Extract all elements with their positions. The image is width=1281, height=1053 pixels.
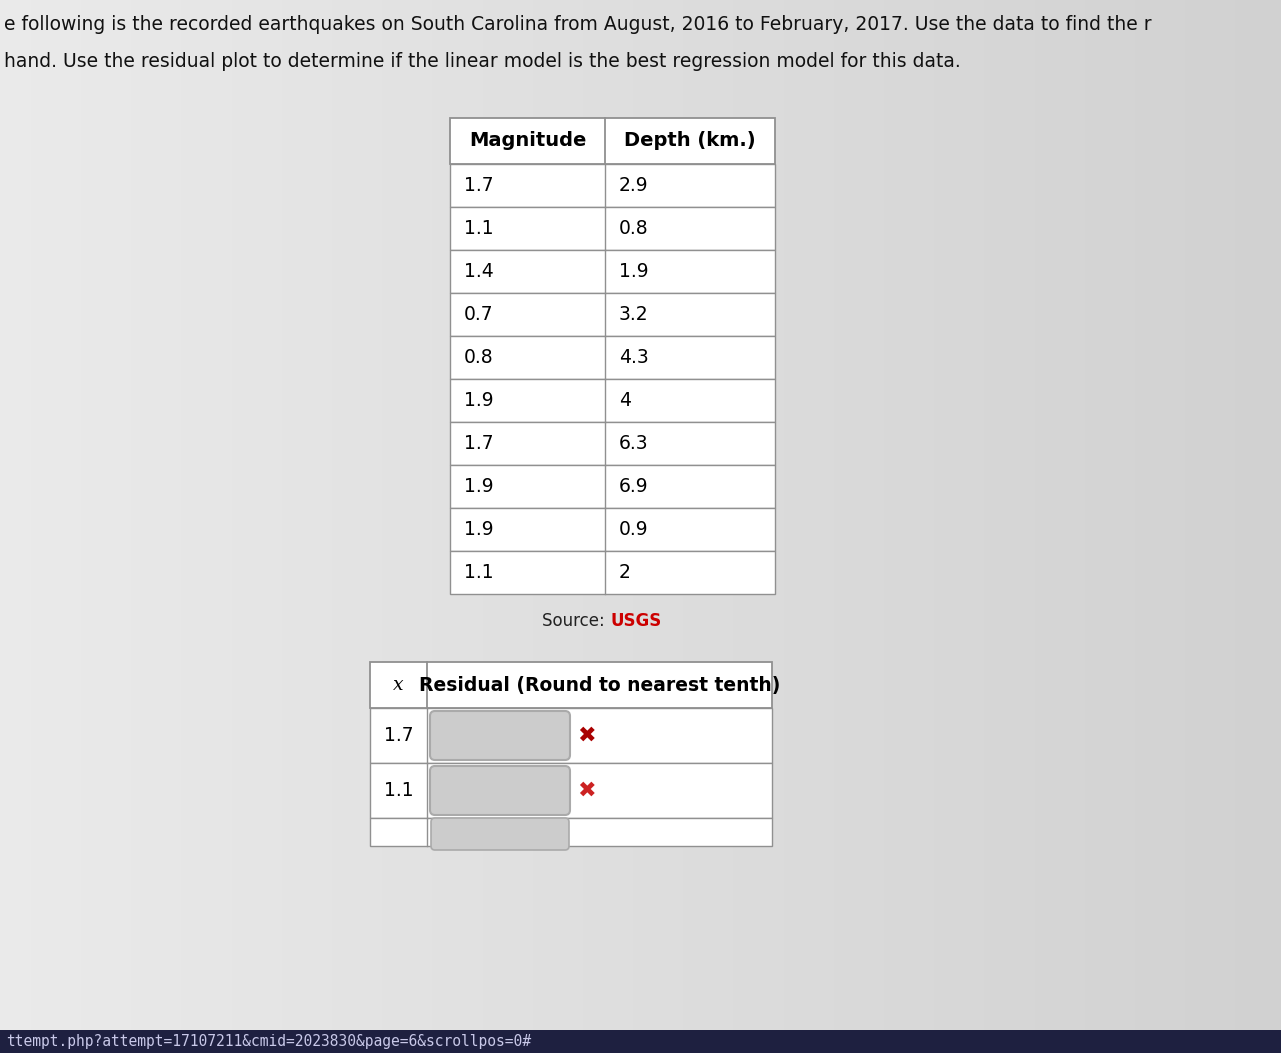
Text: 1.9: 1.9 [464,520,493,539]
Text: Magnitude: Magnitude [469,132,587,151]
Text: e following is the recorded earthquakes on South Carolina from August, 2016 to F: e following is the recorded earthquakes … [4,15,1152,34]
Text: 2.9: 2.9 [619,176,648,195]
Bar [370,662,772,708]
Bar [450,293,775,336]
Bar [370,818,772,846]
Text: 2: 2 [619,563,630,582]
Text: hand. Use the residual plot to determine if the linear model is the best regress: hand. Use the residual plot to determine… [4,52,961,71]
FancyBboxPatch shape [430,818,569,850]
Text: Residual (Round to nearest tenth): Residual (Round to nearest tenth) [419,676,780,695]
FancyBboxPatch shape [430,766,570,815]
Text: 1.1: 1.1 [384,781,414,800]
Text: ✖: ✖ [576,726,596,746]
Text: 0.8: 0.8 [464,347,493,367]
Bar [450,508,775,551]
Text: ✖: ✖ [576,780,596,800]
Bar [450,379,775,422]
Bar [450,551,775,594]
Text: 1.7: 1.7 [464,176,493,195]
Text: 4.3: 4.3 [619,347,648,367]
Text: Depth (km.): Depth (km.) [624,132,756,151]
Text: x: x [393,676,404,694]
Text: 1.4: 1.4 [464,262,493,281]
Text: 1.7: 1.7 [384,726,414,746]
Text: 4: 4 [619,391,632,410]
Text: 1.9: 1.9 [619,262,648,281]
Bar [450,422,775,465]
Text: 0.8: 0.8 [619,219,648,238]
FancyBboxPatch shape [430,711,570,760]
Text: 0.9: 0.9 [619,520,648,539]
Text: 1.9: 1.9 [464,477,493,496]
Bar [0,1030,1281,1053]
Bar [370,763,772,818]
Bar [450,336,775,379]
Text: 6.3: 6.3 [619,434,648,453]
Bar [450,465,775,508]
Text: ttempt.php?attempt=17107211&cmid=2023830&page=6&scrollpos=0#: ttempt.php?attempt=17107211&cmid=2023830… [6,1034,532,1049]
Text: 3.2: 3.2 [619,305,648,324]
Text: 6.9: 6.9 [619,477,648,496]
Bar [450,164,775,207]
Bar [370,708,772,763]
Text: 0.7: 0.7 [464,305,493,324]
Text: Source:: Source: [542,612,611,630]
Bar [450,207,775,250]
Text: 1.7: 1.7 [464,434,493,453]
Text: 1.1: 1.1 [464,219,493,238]
Bar [450,250,775,293]
Text: USGS: USGS [611,612,662,630]
Text: 1.9: 1.9 [464,391,493,410]
Text: 1.1: 1.1 [464,563,493,582]
Bar [450,118,775,164]
